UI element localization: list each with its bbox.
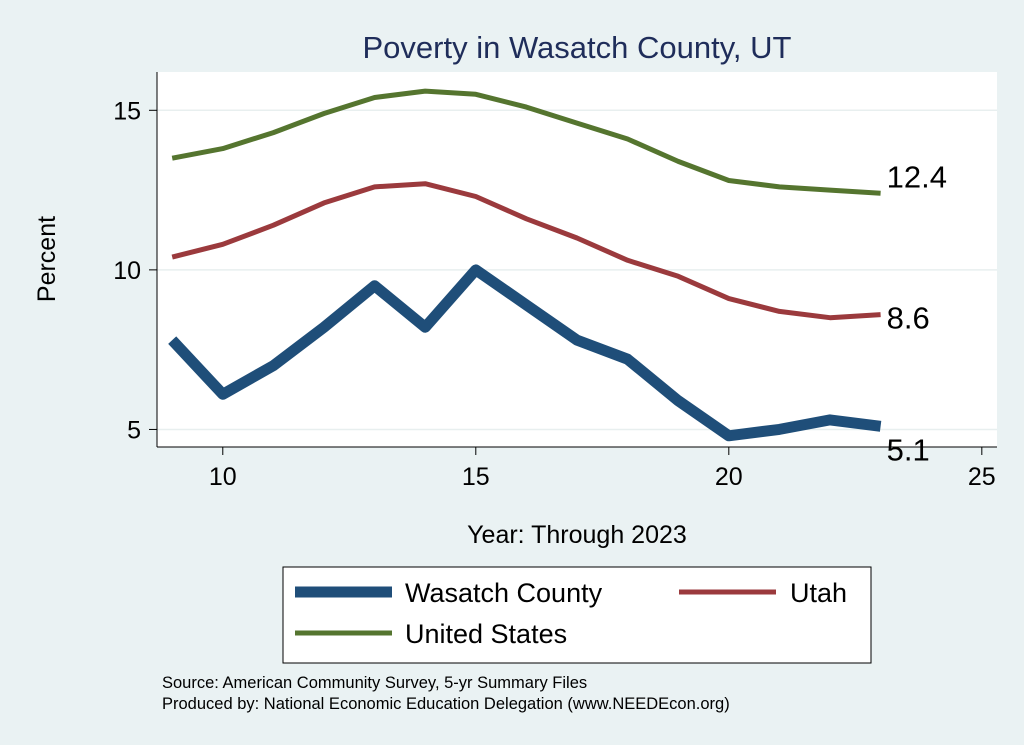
source-note: Source: American Community Survey, 5-yr … [162,674,587,692]
producer-note: Produced by: National Economic Education… [162,695,730,713]
end-label-wasatch-county: 5.1 [887,432,930,467]
series-line-wasatch-county [168,264,882,442]
legend-label-utah: Utah [790,578,847,608]
x-axis-title: Year: Through 2023 [467,521,687,549]
legend-box [282,566,872,664]
legend-label-united-states: United States [405,619,567,649]
series-line-utah [171,181,881,321]
y-tick-label-5: 5 [127,416,141,444]
end-label-united-states: 12.4 [887,159,947,194]
x-tick-label-25: 25 [968,463,996,491]
y-axis-title: Percent [33,216,61,302]
chart-title: Poverty in Wasatch County, UT [363,30,792,65]
x-tick-label-10: 10 [209,463,237,491]
x-tick-label-15: 15 [462,463,490,491]
y-tick-label-10: 10 [113,257,141,285]
x-tick-label-20: 20 [715,463,743,491]
legend: Wasatch County Utah United States [282,566,872,664]
y-tick-label-15: 15 [113,97,141,125]
end-label-utah: 8.6 [887,301,930,336]
series-line-united-states [171,88,881,196]
plot-area [157,72,997,447]
legend-label-wasatch-county: Wasatch County [405,578,603,608]
